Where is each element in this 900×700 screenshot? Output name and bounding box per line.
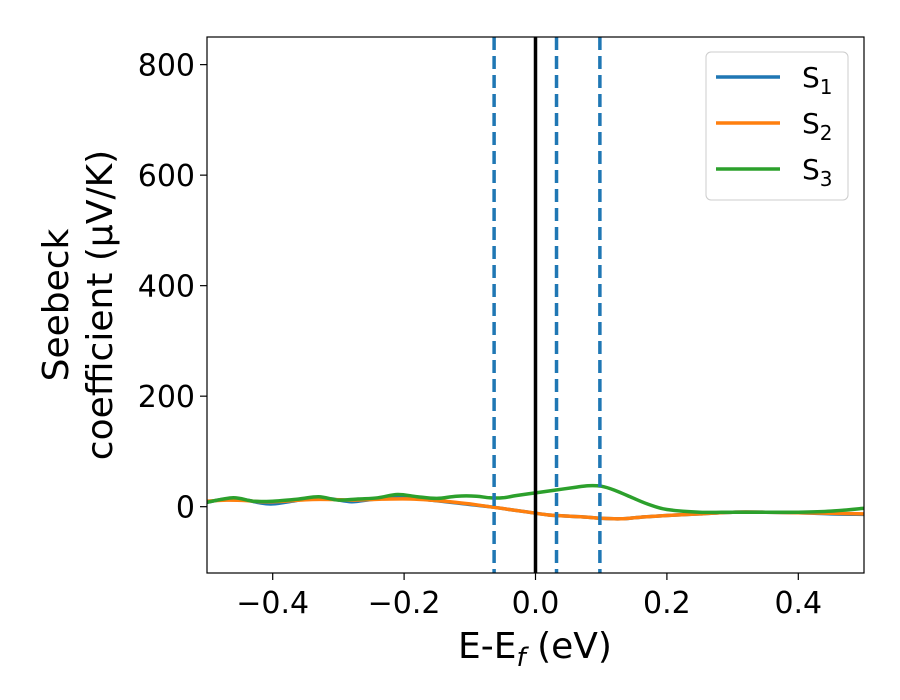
x-tick-label: 0.0 bbox=[512, 586, 560, 621]
x-tick-label: 0.2 bbox=[643, 586, 691, 621]
legend-label-s2: S2 bbox=[802, 107, 833, 145]
y-axis-title-line-1: Seebeck bbox=[36, 228, 77, 381]
y-tick-label: 0 bbox=[176, 491, 195, 526]
legend-label-s3: S3 bbox=[802, 153, 833, 191]
x-axis-title: E-Ef (eV) bbox=[458, 626, 612, 673]
legend-box bbox=[705, 51, 849, 201]
x-tick-label: −0.2 bbox=[368, 586, 441, 621]
y-axis: 0 200 400 600 800 bbox=[138, 49, 207, 526]
y-tick-label: 800 bbox=[138, 49, 195, 84]
y-axis-title: Seebeck coefficient (μV/K) bbox=[36, 150, 121, 460]
plot-content bbox=[207, 37, 864, 573]
series-line-s3 bbox=[207, 483, 864, 515]
legend-label-s1: S1 bbox=[802, 61, 833, 99]
x-tick-label: −0.4 bbox=[236, 586, 309, 621]
y-tick-label: 600 bbox=[138, 159, 195, 194]
legend: S1 S2 S3 bbox=[705, 51, 849, 201]
y-axis-title-line-2: coefficient (μV/K) bbox=[80, 150, 121, 460]
y-tick-label: 200 bbox=[138, 380, 195, 415]
x-axis: −0.4 −0.2 0.0 0.2 0.4 bbox=[236, 573, 822, 621]
x-tick-label: 0.4 bbox=[774, 586, 822, 621]
y-tick-label: 400 bbox=[138, 270, 195, 305]
